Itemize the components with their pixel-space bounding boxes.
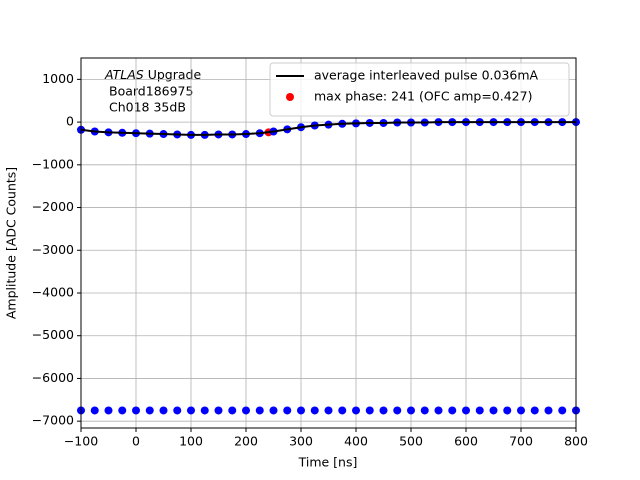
average-line	[80, 121, 576, 136]
x-tick-label: 600	[454, 434, 478, 449]
annotation-line: Ch018 35dB	[109, 100, 186, 115]
legend-marker	[286, 93, 294, 101]
data-point	[269, 406, 278, 415]
data-point	[242, 406, 250, 415]
x-tick-label: 200	[234, 434, 258, 449]
annotation-italic: ATLAS	[104, 67, 144, 82]
y-axis-label: Amplitude [ADC Counts]	[4, 167, 19, 319]
y-tick-label: 1000	[42, 71, 74, 86]
data-point	[283, 406, 292, 415]
x-tick-label: 700	[509, 434, 533, 449]
data-point	[214, 406, 223, 415]
x-tick-label: −100	[64, 434, 98, 449]
y-tick-label: −5000	[32, 327, 74, 342]
data-point	[448, 406, 457, 415]
data-point	[352, 406, 360, 415]
x-tick-label: 100	[179, 434, 203, 449]
y-tick-label: −3000	[32, 242, 74, 257]
data-point	[159, 406, 168, 415]
data-point	[379, 406, 388, 415]
data-point	[517, 406, 525, 415]
data-point	[475, 406, 484, 415]
annotation-line: Board186975	[109, 84, 193, 99]
data-point	[187, 406, 195, 415]
data-point	[544, 406, 553, 415]
axes-frame	[80, 57, 577, 429]
x-tick-label: 800	[564, 434, 588, 449]
data-point	[200, 406, 209, 415]
data-point	[462, 406, 470, 415]
y-tick-label: −6000	[32, 370, 74, 385]
data-point	[297, 406, 305, 415]
data-point	[90, 406, 99, 415]
data-point	[104, 406, 113, 415]
data-point	[118, 406, 127, 415]
x-tick-label: 0	[132, 434, 140, 449]
legend-label: max phase: 241 (OFC amp=0.427)	[314, 89, 532, 104]
legend-label: average interleaved pulse 0.036mA	[314, 68, 539, 83]
y-tick-label: 0	[66, 114, 74, 129]
data-point	[145, 406, 154, 415]
data-point	[324, 406, 333, 415]
data-point	[310, 406, 319, 415]
annotation-rest: Upgrade	[148, 67, 202, 82]
data-point	[503, 406, 512, 415]
x-tick-label: 300	[289, 434, 313, 449]
data-point	[228, 406, 237, 415]
y-tick-label: −7000	[32, 413, 74, 428]
data-point	[365, 406, 374, 415]
data-point	[338, 406, 347, 415]
y-tick-label: −4000	[32, 284, 74, 299]
x-axis-label: Time [ns]	[298, 455, 358, 470]
data-point	[407, 406, 415, 415]
data-point	[434, 406, 443, 415]
data-point	[173, 406, 182, 415]
annotation: ATLAS Upgrade	[104, 67, 201, 82]
data-point	[420, 406, 429, 415]
data-point	[558, 406, 567, 415]
data-point	[489, 406, 498, 415]
legend-box	[269, 62, 570, 117]
x-tick-label: 400	[344, 434, 368, 449]
data-point	[255, 406, 264, 415]
data-point	[132, 406, 140, 415]
data-point	[393, 406, 402, 415]
data-point	[530, 406, 539, 415]
y-tick-label: −1000	[32, 156, 74, 171]
y-tick-label: −2000	[32, 199, 74, 214]
x-tick-label: 500	[399, 434, 423, 449]
